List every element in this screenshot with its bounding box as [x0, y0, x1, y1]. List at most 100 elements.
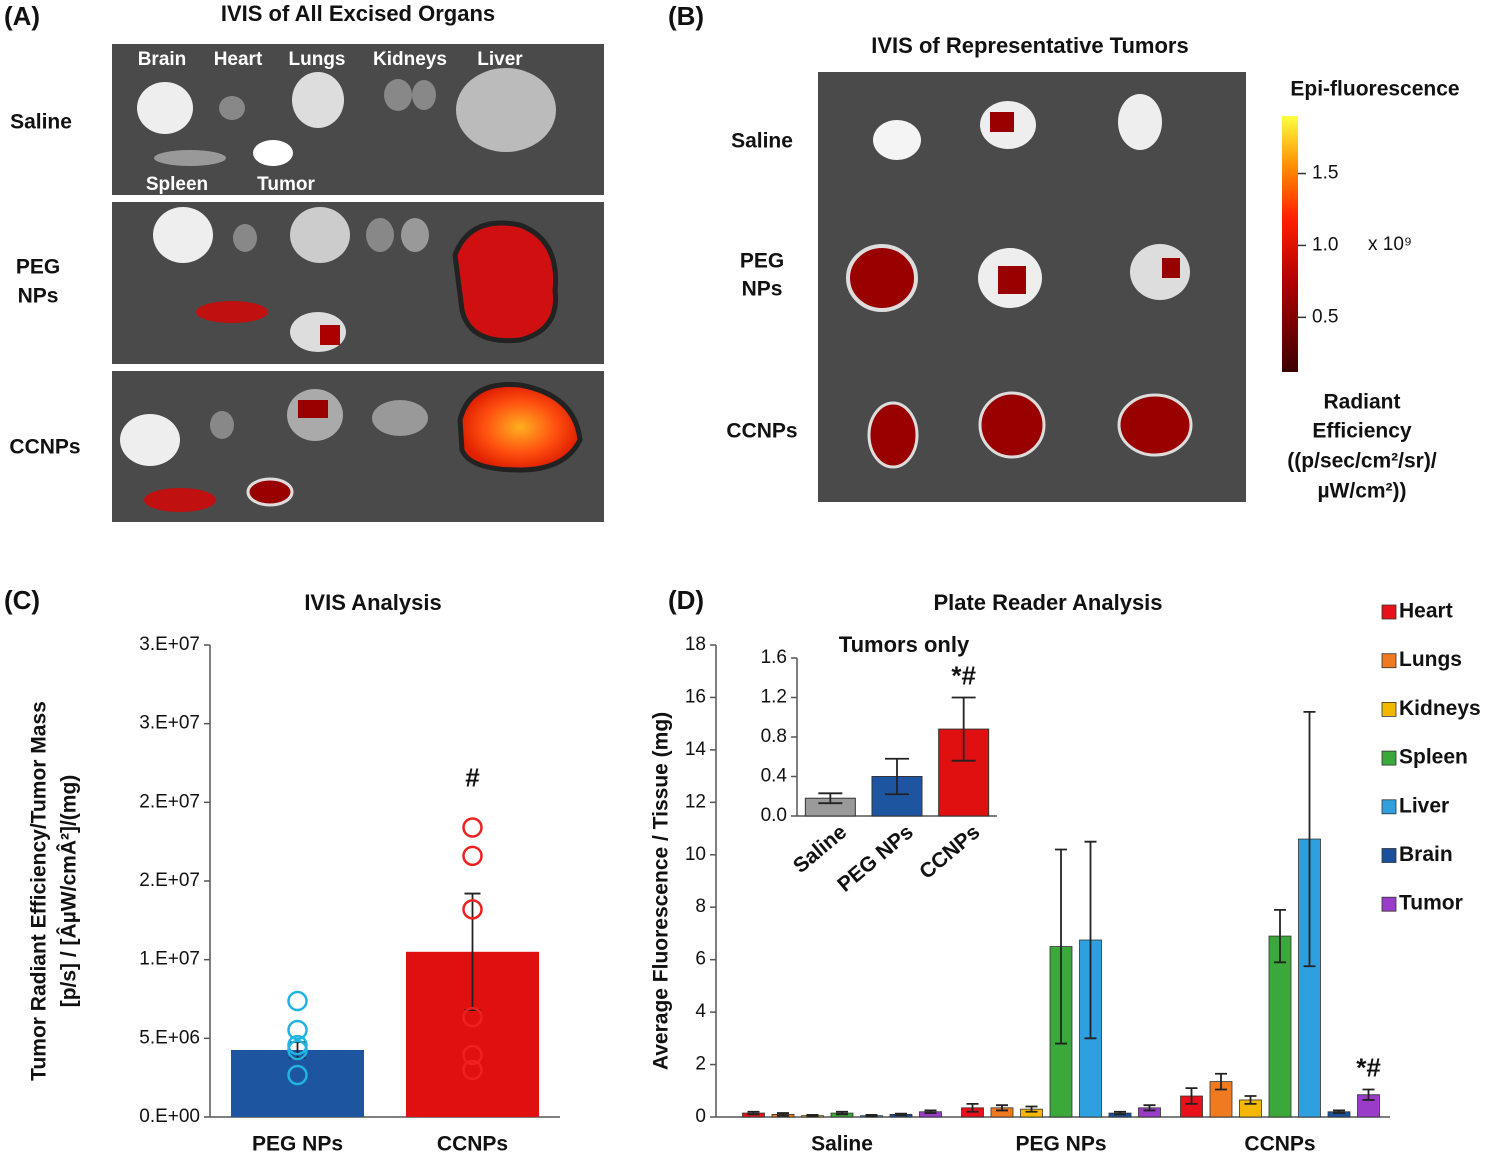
error-bar [885, 757, 909, 796]
legend-label: Heart [1399, 600, 1453, 623]
y-tick-label: 0 [695, 1106, 706, 1127]
error-bar [895, 1112, 907, 1117]
y-tick-label: 4 [695, 1001, 706, 1022]
legend-swatch [1381, 750, 1397, 766]
colorbar-multiplier: x 10⁹ [1368, 234, 1412, 255]
legend-label: Spleen [1399, 746, 1468, 769]
error-bar [747, 1110, 760, 1116]
colorbar-tick-label: 1.0 [1312, 234, 1338, 255]
error-bar [1362, 1088, 1375, 1101]
legend-swatch [1381, 848, 1397, 863]
organ-label: Tumor [257, 174, 315, 195]
y-tick-label: 1.6 [761, 647, 787, 668]
legend-label: Brain [1399, 843, 1453, 866]
error-bar [966, 1102, 979, 1113]
panel-label: (D) [668, 585, 704, 615]
y-tick-label: 0.4 [761, 766, 788, 787]
y-tick-label: 3.E+07 [139, 634, 200, 655]
data-point [287, 1064, 308, 1086]
colorbar-label: µW/cm²)) [1317, 480, 1406, 503]
organ-label: Lungs [289, 49, 346, 70]
y-tick-label: 12 [685, 791, 706, 812]
chart-title: IVIS Analysis [304, 590, 441, 615]
x-tick-label: CCNPs [437, 1133, 508, 1156]
error-bar [1333, 1109, 1345, 1114]
panel-label: (C) [4, 585, 40, 615]
y-tick-label: 6 [695, 949, 706, 970]
bar [1268, 935, 1292, 1118]
organ-label: Kidneys [373, 49, 447, 70]
panel-b: (B) IVIS of Representative Tumors Saline… [668, 1, 1460, 503]
error-bar [1303, 710, 1316, 968]
y-axis-label: [p/s] / [ÂµW/cmÂ²]/(mg) [57, 775, 81, 1008]
legend-label: Liver [1399, 794, 1449, 817]
organs [120, 68, 583, 512]
error-bar [996, 1104, 1008, 1112]
legend-swatch [1381, 702, 1397, 717]
data-point [462, 1006, 483, 1028]
legend-label: Tumor [1399, 892, 1463, 915]
chart-title: Plate Reader Analysis [933, 590, 1162, 615]
legend-label: Kidneys [1399, 697, 1481, 720]
colorbar-label: Radiant [1323, 391, 1400, 414]
data-point [462, 817, 483, 838]
data-point [462, 1059, 483, 1081]
legend-swatch [1381, 604, 1397, 620]
colorbar-label: ((p/sec/cm²/sr)/ [1287, 450, 1437, 473]
x-tick-label: PEG NPs [833, 820, 918, 896]
y-tick-label: 16 [685, 686, 706, 707]
y-axis-label: Average Fluorescence / Tissue (mg) [650, 712, 673, 1070]
error-bar [1215, 1072, 1227, 1091]
x-tick-label: Saline [789, 820, 851, 877]
error-bar [924, 1109, 937, 1114]
error-bar [777, 1112, 789, 1117]
panel-label: (A) [4, 1, 40, 31]
annotation: *# [951, 660, 976, 690]
y-tick-label: 1.2 [761, 687, 787, 708]
y-tick-label: 0.E+00 [139, 1106, 200, 1127]
organ-label: Spleen [146, 174, 208, 195]
y-tick-label: 2.E+07 [139, 791, 200, 812]
data-point [462, 899, 483, 920]
row-label: Saline [10, 111, 72, 134]
error-bar [818, 792, 843, 805]
organ-label: Brain [138, 49, 187, 70]
x-tick-label: PEG NPs [1015, 1133, 1106, 1156]
error-bar [1084, 840, 1097, 1040]
error-bar [1055, 848, 1067, 1045]
row-label: NPs [742, 278, 783, 301]
row-label: CCNPs [9, 436, 80, 459]
error-bar [1185, 1087, 1198, 1105]
panel-title: IVIS of All Excised Organs [221, 1, 495, 26]
y-tick-label: 1.E+07 [139, 949, 200, 970]
row-label: Saline [731, 130, 793, 153]
y-tick-label: 2 [695, 1054, 706, 1075]
legend-swatch [1381, 896, 1397, 912]
colorbar-tick-label: 1.5 [1312, 163, 1338, 184]
y-axis-label: Tumor Radiant Efficiency/Tumor Mass [28, 701, 51, 1081]
panel-label: (B) [668, 1, 704, 31]
error-bar [1274, 908, 1286, 964]
x-tick-label: Saline [811, 1133, 873, 1156]
x-tick-label: PEG NPs [252, 1133, 343, 1156]
legend-swatch [1381, 653, 1397, 669]
data-point [462, 845, 483, 867]
error-bar [806, 1114, 819, 1118]
y-tick-label: 18 [685, 634, 706, 655]
data-point [287, 990, 308, 1012]
chart-title: Tumors only [839, 632, 970, 657]
error-bar [1244, 1095, 1257, 1105]
error-bar [836, 1110, 848, 1116]
legend-label: Lungs [1399, 648, 1462, 671]
y-tick-label: 3.E+07 [139, 713, 200, 734]
x-tick-label: CCNPs [915, 820, 984, 883]
error-bar [1025, 1105, 1038, 1113]
data-point [287, 1019, 308, 1041]
y-tick-label: 0.8 [761, 726, 787, 747]
error-bar [951, 696, 976, 762]
y-tick-label: 8 [695, 896, 706, 917]
error-bar [865, 1114, 878, 1118]
error-bar [1114, 1110, 1126, 1116]
row-label: PEG [16, 256, 60, 279]
